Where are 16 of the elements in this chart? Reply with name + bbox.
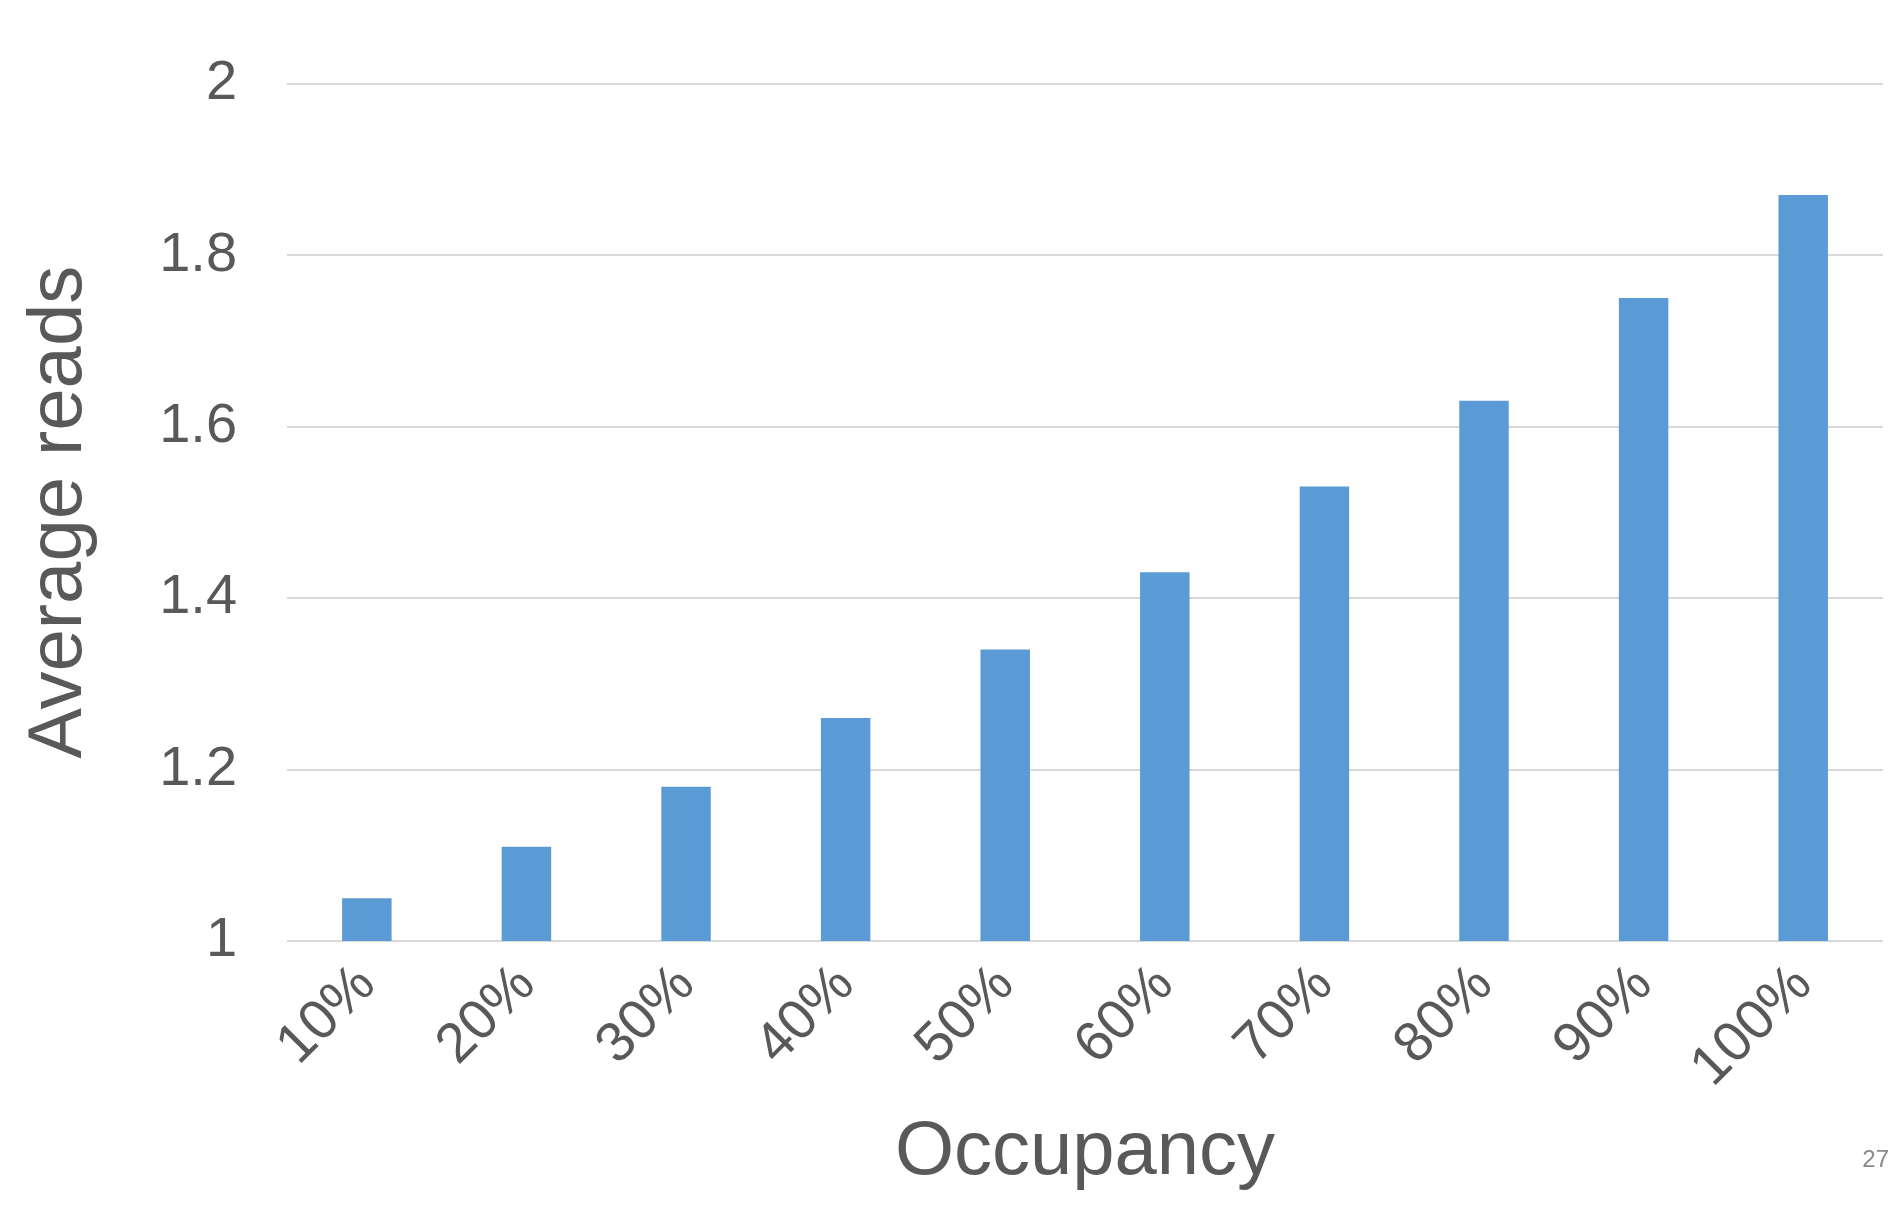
x-tick-label: 30% <box>581 950 706 1075</box>
x-axis-title: Occupancy <box>894 1105 1276 1191</box>
y-axis-title: Average reads <box>11 265 97 759</box>
x-tick-label: 50% <box>900 950 1025 1075</box>
y-tick-label: 2 <box>205 48 238 112</box>
y-tick-label: 1.8 <box>159 219 238 283</box>
x-tick-label: 90% <box>1539 950 1664 1075</box>
x-tick-label: 60% <box>1060 950 1185 1075</box>
y-tick-label: 1.6 <box>159 391 238 454</box>
text: 27 <box>1862 1145 1889 1173</box>
x-tick-label: 70% <box>1220 950 1344 1075</box>
y-tick-label: 1.4 <box>159 562 238 626</box>
x-tick-label: 40% <box>741 950 866 1075</box>
y-tick-label: 1.2 <box>159 733 238 797</box>
x-tick-label: 80% <box>1379 950 1504 1075</box>
y-tick-label: 1 <box>205 905 238 969</box>
